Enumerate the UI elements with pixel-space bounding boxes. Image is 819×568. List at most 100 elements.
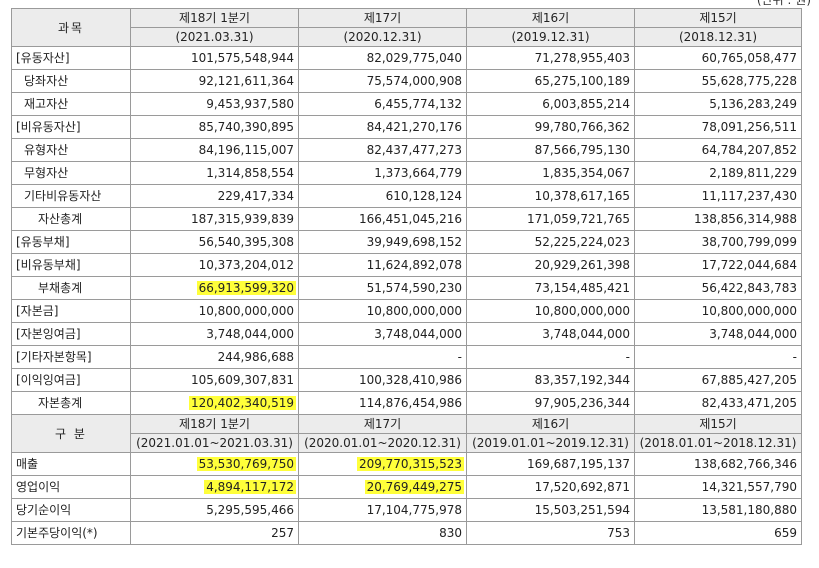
row-label: 매출 bbox=[11, 452, 131, 476]
row-value: 20,769,449,275 bbox=[298, 475, 467, 499]
row-label: 부채총계 bbox=[11, 276, 131, 300]
period-date: (2021.01.01~2021.03.31) bbox=[130, 433, 299, 453]
table-row: [유동자산] 101,575,548,944 82,029,775,040 71… bbox=[11, 46, 802, 70]
row-value: 6,455,774,132 bbox=[298, 92, 467, 116]
row-value: 10,373,204,012 bbox=[130, 253, 299, 277]
row-value: 60,765,058,477 bbox=[634, 46, 802, 70]
row-value: 10,800,000,000 bbox=[634, 299, 802, 323]
row-value: 84,421,270,176 bbox=[298, 115, 467, 139]
row-value: 15,503,251,594 bbox=[466, 498, 635, 522]
row-value: 83,357,192,344 bbox=[466, 368, 635, 392]
row-value: 11,117,237,430 bbox=[634, 184, 802, 208]
row-label: 당기순이익 bbox=[11, 498, 131, 522]
row-value: 82,433,471,205 bbox=[634, 391, 802, 415]
row-label: 기본주당이익(*) bbox=[11, 521, 131, 545]
balance-header-row-2: (2021.03.31) (2020.12.31) (2019.12.31) (… bbox=[12, 27, 802, 47]
row-value: 3,748,044,000 bbox=[298, 322, 467, 346]
row-value: 71,278,955,403 bbox=[466, 46, 635, 70]
row-value: 6,003,855,214 bbox=[466, 92, 635, 116]
row-value: 229,417,334 bbox=[130, 184, 299, 208]
row-label: 자본총계 bbox=[11, 391, 131, 415]
row-value: 53,530,769,750 bbox=[130, 452, 299, 476]
row-value: 105,609,307,831 bbox=[130, 368, 299, 392]
highlighted-value: 20,769,449,275 bbox=[364, 480, 464, 494]
row-label: 당좌자산 bbox=[11, 69, 131, 93]
row-value: 10,800,000,000 bbox=[130, 299, 299, 323]
row-value: 10,800,000,000 bbox=[466, 299, 635, 323]
table-row: 기본주당이익(*) 257 830 753 659 bbox=[11, 521, 802, 545]
period-name: 제16기 bbox=[466, 414, 635, 434]
table-row: [자본금] 10,800,000,000 10,800,000,000 10,8… bbox=[11, 299, 802, 323]
row-value: 101,575,548,944 bbox=[130, 46, 299, 70]
table-row: 기타비유동자산 229,417,334 610,128,124 10,378,6… bbox=[11, 184, 802, 208]
row-value: 10,800,000,000 bbox=[298, 299, 467, 323]
highlighted-value: 209,770,315,523 bbox=[356, 457, 464, 471]
income-header-row-2: (2021.01.01~2021.03.31) (2020.01.01~2020… bbox=[12, 433, 802, 453]
table-row: 자본총계 120,402,340,519 114,876,454,986 97,… bbox=[11, 391, 802, 415]
table-row: [자본잉여금] 3,748,044,000 3,748,044,000 3,74… bbox=[11, 322, 802, 346]
row-value: 187,315,939,839 bbox=[130, 207, 299, 231]
table-row: [이익잉여금] 105,609,307,831 100,328,410,986 … bbox=[11, 368, 802, 392]
row-label: [자본잉여금] bbox=[11, 322, 131, 346]
row-value: 13,581,180,880 bbox=[634, 498, 802, 522]
row-label: 유형자산 bbox=[11, 138, 131, 162]
row-value: 56,422,843,783 bbox=[634, 276, 802, 300]
row-value: 56,540,395,308 bbox=[130, 230, 299, 254]
row-value: 85,740,390,895 bbox=[130, 115, 299, 139]
row-label: 영업이익 bbox=[11, 475, 131, 499]
row-value: - bbox=[634, 345, 802, 369]
table-row: 무형자산 1,314,858,554 1,373,664,779 1,835,3… bbox=[11, 161, 802, 185]
row-value: 120,402,340,519 bbox=[130, 391, 299, 415]
table-row: 당좌자산 92,121,611,364 75,574,000,908 65,27… bbox=[11, 69, 802, 93]
table-row: [유동부채] 56,540,395,308 39,949,698,152 52,… bbox=[11, 230, 802, 254]
table-row: 당기순이익 5,295,595,466 17,104,775,978 15,50… bbox=[11, 498, 802, 522]
row-label: [이익잉여금] bbox=[11, 368, 131, 392]
row-value: 55,628,775,228 bbox=[634, 69, 802, 93]
row-value: 14,321,557,790 bbox=[634, 475, 802, 499]
highlighted-value: 120,402,340,519 bbox=[188, 396, 296, 410]
row-value: 99,780,766,362 bbox=[466, 115, 635, 139]
row-value: 66,913,599,320 bbox=[130, 276, 299, 300]
row-value: 5,136,283,249 bbox=[634, 92, 802, 116]
row-value: 1,373,664,779 bbox=[298, 161, 467, 185]
row-value: 169,687,195,137 bbox=[466, 452, 635, 476]
table-row: 영업이익 4,894,117,172 20,769,449,275 17,520… bbox=[11, 475, 802, 499]
period-name: 제18기 1분기 bbox=[130, 414, 299, 434]
row-value: 73,154,485,421 bbox=[466, 276, 635, 300]
table-row: 자산총계 187,315,939,839 166,451,045,216 171… bbox=[11, 207, 802, 231]
period-date: (2020.12.31) bbox=[298, 27, 467, 47]
row-value: 67,885,427,205 bbox=[634, 368, 802, 392]
period-name: 제15기 bbox=[634, 8, 802, 28]
row-label: 무형자산 bbox=[11, 161, 131, 185]
period-date: (2018.12.31) bbox=[634, 27, 802, 47]
table-row: 유형자산 84,196,115,007 82,437,477,273 87,56… bbox=[11, 138, 802, 162]
row-value: 257 bbox=[130, 521, 299, 545]
table-row: [비유동자산] 85,740,390,895 84,421,270,176 99… bbox=[11, 115, 802, 139]
financial-summary-table: 과목 제18기 1분기 제17기 제16기 제15기 (2021.03.31) … bbox=[11, 8, 802, 545]
row-value: 17,104,775,978 bbox=[298, 498, 467, 522]
row-value: 100,328,410,986 bbox=[298, 368, 467, 392]
row-value: 82,437,477,273 bbox=[298, 138, 467, 162]
row-value: 75,574,000,908 bbox=[298, 69, 467, 93]
row-value: - bbox=[466, 345, 635, 369]
row-value: 3,748,044,000 bbox=[634, 322, 802, 346]
income-header-row-1: 구 분 제18기 1분기 제17기 제16기 제15기 bbox=[11, 414, 802, 453]
row-value: 17,722,044,684 bbox=[634, 253, 802, 277]
row-value: 39,949,698,152 bbox=[298, 230, 467, 254]
row-label: 자산총계 bbox=[11, 207, 131, 231]
row-value: 82,029,775,040 bbox=[298, 46, 467, 70]
row-value: 11,624,892,078 bbox=[298, 253, 467, 277]
row-value: 171,059,721,765 bbox=[466, 207, 635, 231]
row-value: 64,784,207,852 bbox=[634, 138, 802, 162]
row-value: 20,929,261,398 bbox=[466, 253, 635, 277]
period-name: 제16기 bbox=[466, 8, 635, 28]
row-value: 52,225,224,023 bbox=[466, 230, 635, 254]
row-value: 166,451,045,216 bbox=[298, 207, 467, 231]
row-value: 65,275,100,189 bbox=[466, 69, 635, 93]
row-value: 659 bbox=[634, 521, 802, 545]
row-value: 753 bbox=[466, 521, 635, 545]
period-date: (2020.01.01~2020.12.31) bbox=[298, 433, 467, 453]
row-value: 830 bbox=[298, 521, 467, 545]
highlighted-value: 53,530,769,750 bbox=[196, 457, 296, 471]
row-label: [유동자산] bbox=[11, 46, 131, 70]
